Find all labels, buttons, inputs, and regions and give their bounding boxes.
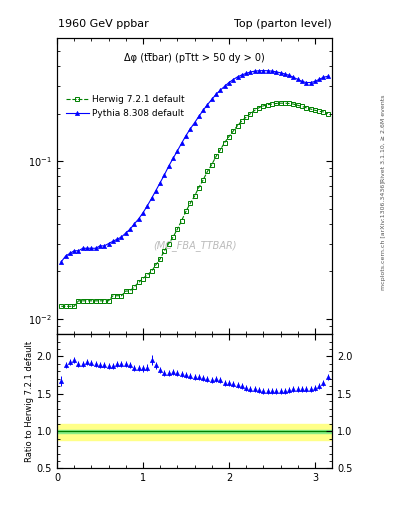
Text: mcplots.cern.ch [arXiv:1306.3436]: mcplots.cern.ch [arXiv:1306.3436] [381,181,386,290]
Bar [57,424,332,440]
Pythia 8.308 default [59,259,64,265]
Text: Rivet 3.1.10, ≥ 2.6M events: Rivet 3.1.10, ≥ 2.6M events [381,95,386,182]
Y-axis label: Ratio to Herwig 7.2.1 default: Ratio to Herwig 7.2.1 default [25,340,34,462]
Herwig 7.2.1 default [59,303,64,309]
Pythia 8.308 default [184,133,188,139]
Text: (MC_FBA_TTBAR): (MC_FBA_TTBAR) [153,240,236,251]
Pythia 8.308 default [325,73,330,79]
Herwig 7.2.1 default [192,193,197,199]
Pythia 8.308 default [132,221,137,227]
Herwig 7.2.1 default [321,109,326,115]
Text: Top (parton level): Top (parton level) [233,19,331,29]
Pythia 8.308 default [261,68,266,74]
Line: Herwig 7.2.1 default: Herwig 7.2.1 default [59,101,330,308]
Herwig 7.2.1 default [244,114,248,120]
Herwig 7.2.1 default [325,111,330,117]
Pythia 8.308 default [192,120,197,126]
Herwig 7.2.1 default [141,275,145,282]
Herwig 7.2.1 default [278,100,283,106]
Pythia 8.308 default [141,210,145,216]
Herwig 7.2.1 default [132,284,137,290]
Text: 1960 GeV ppbar: 1960 GeV ppbar [58,19,149,29]
Legend: Herwig 7.2.1 default, Pythia 8.308 default: Herwig 7.2.1 default, Pythia 8.308 defau… [62,92,189,121]
Pythia 8.308 default [244,70,248,76]
Bar [57,430,332,433]
Pythia 8.308 default [321,74,326,80]
Text: Δφ (tt̅bar) (pTtt > 50 dy > 0): Δφ (tt̅bar) (pTtt > 50 dy > 0) [124,53,265,63]
Line: Pythia 8.308 default: Pythia 8.308 default [59,69,330,264]
Herwig 7.2.1 default [184,208,188,215]
